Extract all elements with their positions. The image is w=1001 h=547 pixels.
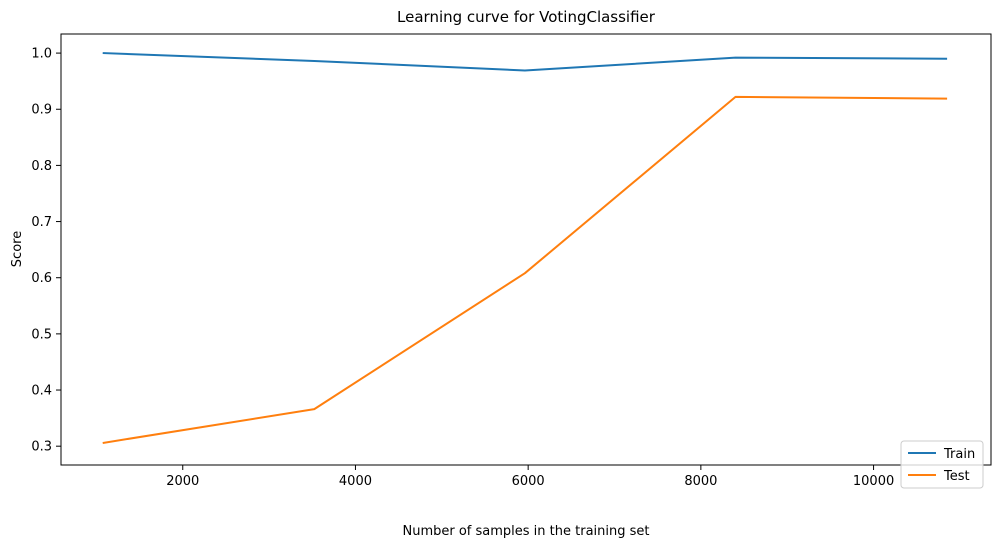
- y-tick-label: 0.9: [31, 103, 52, 118]
- x-tick-label: 2000: [166, 474, 199, 489]
- chart-title: Learning curve for VotingClassifier: [397, 8, 656, 26]
- y-tick-label: 1.0: [31, 47, 52, 62]
- y-tick-label: 0.5: [31, 327, 52, 342]
- y-axis-ticks: 0.3 0.4 0.5 0.6 0.7 0.8 0.9 1.0: [31, 47, 61, 455]
- y-tick-label: 0.6: [31, 271, 52, 286]
- y-tick-label: 0.7: [31, 215, 52, 230]
- series-layer: [102, 52, 948, 444]
- x-tick-label: 10000: [853, 474, 894, 489]
- legend-label-test: Test: [943, 469, 970, 484]
- x-axis-label: Number of samples in the training set: [403, 524, 650, 539]
- y-axis-label: Score: [10, 231, 25, 267]
- x-tick-label: 6000: [512, 474, 545, 489]
- y-tick-label: 0.8: [31, 159, 52, 174]
- plot-area: [60, 33, 992, 466]
- y-tick-label: 0.4: [31, 384, 52, 399]
- legend: Train Test: [900, 440, 984, 489]
- series-line-test: [102, 95, 948, 444]
- x-tick-label: 4000: [339, 474, 372, 489]
- series-line-train: [102, 52, 948, 72]
- x-axis-ticks: 2000 4000 6000 8000 10000: [166, 465, 894, 489]
- y-tick-label: 0.3: [31, 440, 52, 455]
- legend-label-train: Train: [943, 447, 975, 462]
- x-tick-label: 8000: [684, 474, 717, 489]
